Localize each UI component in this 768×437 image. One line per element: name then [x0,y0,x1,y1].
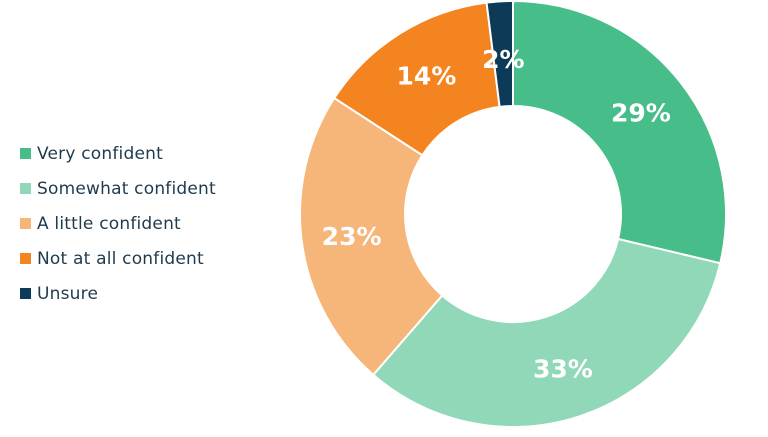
legend-label: Somewhat confident [37,178,216,199]
legend-item-somewhat-confident: Somewhat confident [20,171,216,206]
slice-label-not-at-all-confident: 14% [397,61,457,90]
legend-label: A little confident [37,213,181,234]
slice-label-unsure: 2% [482,45,524,74]
legend-label: Very confident [37,143,163,164]
slice-very-confident [512,0,727,265]
legend-item-a-little-confident: A little confident [20,206,216,241]
slice-somewhat-confident [371,237,722,428]
donut-slices [299,0,727,428]
donut-labels: 29% 33% 23% 14% 2% [322,45,671,384]
legend-swatch [20,148,31,159]
slice-label-very-confident: 29% [611,98,671,127]
slice-unsure [485,0,514,108]
legend-swatch [20,218,31,229]
legend-item-not-at-all-confident: Not at all confident [20,241,216,276]
slice-not-at-all-confident [332,1,501,157]
chart-legend: Very confident Somewhat confident A litt… [20,136,216,311]
legend-swatch [20,288,31,299]
legend-item-unsure: Unsure [20,276,216,311]
legend-item-very-confident: Very confident [20,136,216,171]
slice-label-a-little-confident: 23% [322,222,382,251]
legend-label: Unsure [37,283,99,304]
legend-swatch [20,183,31,194]
legend-swatch [20,253,31,264]
legend-label: Not at all confident [37,248,204,269]
slice-label-somewhat-confident: 33% [533,355,593,384]
slice-a-little-confident [299,96,444,377]
